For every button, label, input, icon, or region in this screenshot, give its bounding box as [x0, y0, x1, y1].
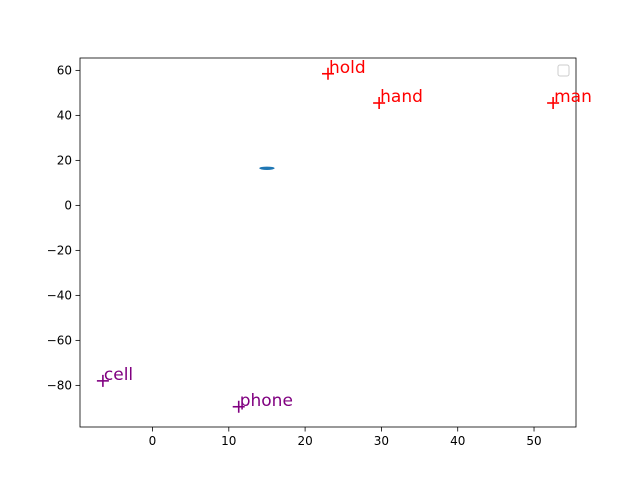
x-tick-label: 50	[526, 434, 541, 448]
y-tick-label: 60	[57, 64, 72, 78]
point-label-phone: phone	[240, 391, 293, 411]
data-point-hold: hold	[322, 58, 366, 80]
y-tick-label: −60	[47, 334, 72, 348]
y-tick-label: −40	[47, 289, 72, 303]
point-label-cell: cell	[104, 365, 133, 385]
data-ellipse	[259, 166, 275, 170]
data-point-phone: phone	[232, 391, 293, 413]
x-tick-label: 20	[297, 434, 312, 448]
x-tick-label: 0	[149, 434, 157, 448]
axes-frame	[79, 57, 577, 428]
y-tick-label: −20	[47, 244, 72, 258]
x-tick-label: 10	[221, 434, 236, 448]
plot-area: 0 10 20 30 40 50 −80 −60 −40 −20 0 20 40 60 hold hand ma…	[47, 57, 592, 448]
x-tick-label: 40	[450, 434, 465, 448]
y-tick-label: −80	[47, 379, 72, 393]
y-tick-label: 20	[57, 154, 72, 168]
y-tick-label: 40	[57, 109, 72, 123]
x-tick-label: 30	[374, 434, 389, 448]
point-label-man: man	[554, 87, 592, 107]
point-label-hand: hand	[380, 87, 423, 107]
data-point-cell: cell	[96, 365, 133, 387]
point-label-hold: hold	[329, 58, 366, 78]
legend-box	[557, 64, 570, 77]
data-point-man: man	[547, 87, 592, 109]
data-point-hand: hand	[373, 87, 423, 109]
y-tick-label: 0	[64, 199, 72, 213]
